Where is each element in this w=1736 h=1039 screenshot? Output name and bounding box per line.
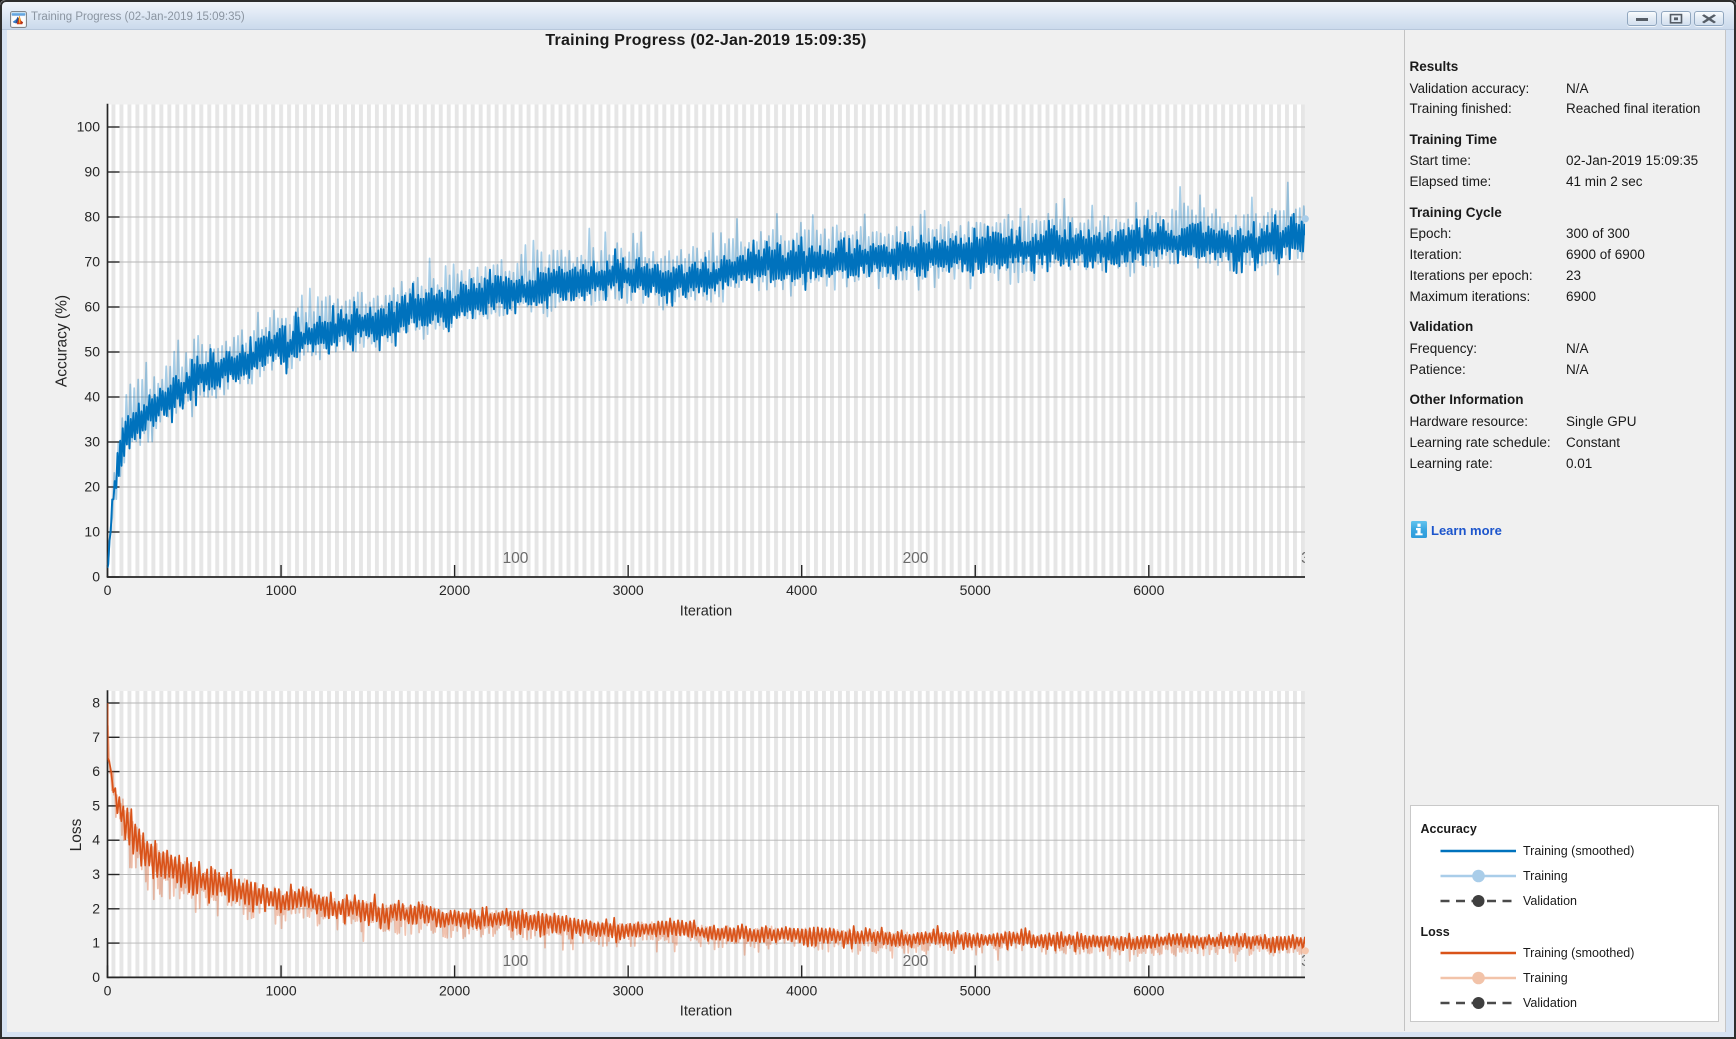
- svg-text:2000: 2000: [439, 582, 470, 598]
- svg-text:5: 5: [92, 797, 100, 813]
- svg-text:1: 1: [92, 935, 100, 951]
- svg-text:8: 8: [92, 695, 100, 711]
- svg-text:2000: 2000: [439, 982, 470, 998]
- svg-text:7: 7: [92, 729, 100, 745]
- svg-text:Iteration: Iteration: [680, 604, 732, 620]
- svg-text:80: 80: [84, 209, 100, 225]
- svg-text:6: 6: [92, 763, 100, 779]
- svg-text:0: 0: [104, 582, 112, 598]
- svg-text:200: 200: [903, 550, 929, 567]
- svg-text:5000: 5000: [960, 982, 991, 998]
- svg-text:90: 90: [84, 164, 100, 180]
- svg-text:3000: 3000: [613, 982, 644, 998]
- svg-text:1000: 1000: [265, 982, 296, 998]
- svg-text:5000: 5000: [960, 582, 991, 598]
- svg-text:6000: 6000: [1133, 582, 1164, 598]
- svg-text:300: 300: [1301, 953, 1327, 970]
- svg-text:40: 40: [84, 389, 100, 405]
- svg-text:100: 100: [503, 953, 529, 970]
- svg-text:3000: 3000: [613, 582, 644, 598]
- svg-text:2: 2: [92, 900, 100, 916]
- svg-text:10: 10: [84, 524, 100, 540]
- svg-text:30: 30: [84, 434, 100, 450]
- svg-text:300: 300: [1301, 550, 1327, 567]
- svg-text:6000: 6000: [1133, 982, 1164, 998]
- svg-text:1000: 1000: [265, 582, 296, 598]
- svg-text:3: 3: [92, 866, 100, 882]
- svg-text:20: 20: [84, 479, 100, 495]
- svg-text:100: 100: [77, 119, 101, 135]
- svg-text:200: 200: [903, 953, 929, 970]
- svg-text:4000: 4000: [786, 582, 817, 598]
- svg-text:4000: 4000: [786, 982, 817, 998]
- svg-text:70: 70: [84, 254, 100, 270]
- svg-text:60: 60: [84, 299, 100, 315]
- svg-text:Loss: Loss: [68, 818, 85, 851]
- svg-text:Accuracy (%): Accuracy (%): [54, 295, 71, 387]
- svg-text:4: 4: [92, 832, 100, 848]
- svg-text:100: 100: [503, 550, 529, 567]
- svg-text:Iteration: Iteration: [680, 1004, 732, 1020]
- svg-text:0: 0: [92, 569, 100, 585]
- svg-text:50: 50: [84, 344, 100, 360]
- svg-text:0: 0: [104, 982, 112, 998]
- svg-text:0: 0: [92, 969, 100, 985]
